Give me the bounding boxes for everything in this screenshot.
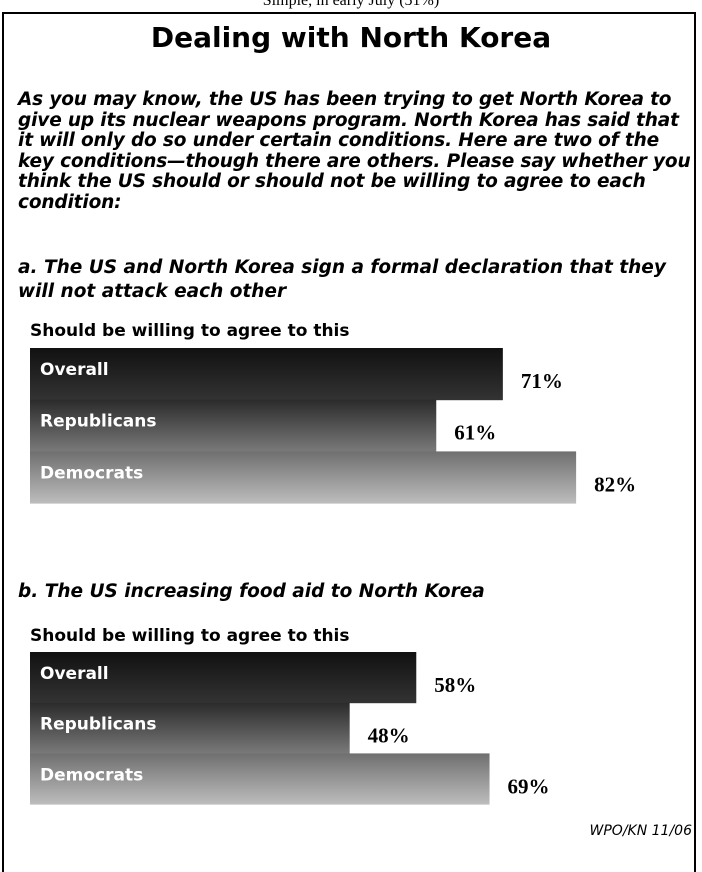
subquestion-b: b. The US increasing food aid to North K… (18, 581, 485, 602)
chart-b-republicans-category-label: Republicans (40, 715, 157, 735)
chart-b-overall-value-label: 58% (434, 673, 476, 697)
chart-a-democrats-bar (30, 451, 577, 504)
page-title: Dealing with North Korea (150, 21, 552, 54)
chart-b-label: Should be willing to agree to this (30, 626, 350, 646)
chart-b-overall-category-label: Overall (40, 664, 109, 684)
chart-frame (2, 12, 696, 872)
chart-a-overall-value-label: 71% (521, 369, 563, 393)
subquestion-a: a. The US and North Korea sign a formal … (18, 257, 666, 302)
clipped-header-text: Simple, in early July (51%) (262, 0, 440, 9)
chart-a: Overall 71% Republicans 61% Democrats 82% (30, 348, 636, 504)
chart-b-overall-bar (30, 652, 417, 704)
question-text: As you may know, the US has been trying … (18, 89, 691, 213)
chart-b-republicans-value-label: 48% (368, 724, 410, 748)
chart-a-label: Should be willing to agree to this (30, 321, 350, 341)
chart-a-overall-category-label: Overall (40, 360, 109, 380)
chart-b: Overall 58% Republicans 48% Democrats 69% (30, 652, 550, 805)
source-footer: WPO/KN 11/06 (589, 823, 692, 839)
chart-a-republicans-category-label: Republicans (40, 412, 157, 432)
bar-charts: Overall 71% Republicans 61% Democrats 82% Ove… (30, 348, 636, 805)
chart-b-democrats-category-label: Democrats (40, 765, 143, 785)
chart-b-democrats-value-label: 69% (508, 774, 550, 798)
chart-a-democrats-value-label: 82% (594, 472, 636, 496)
chart-a-republicans-bar (30, 399, 437, 452)
chart-b-democrats-bar (30, 753, 490, 805)
chart-a-overall-bar (30, 348, 503, 401)
chart-a-republicans-value-label: 61% (454, 421, 496, 445)
chart-b-republicans-bar (30, 702, 350, 754)
chart-a-democrats-category-label: Democrats (40, 463, 143, 483)
